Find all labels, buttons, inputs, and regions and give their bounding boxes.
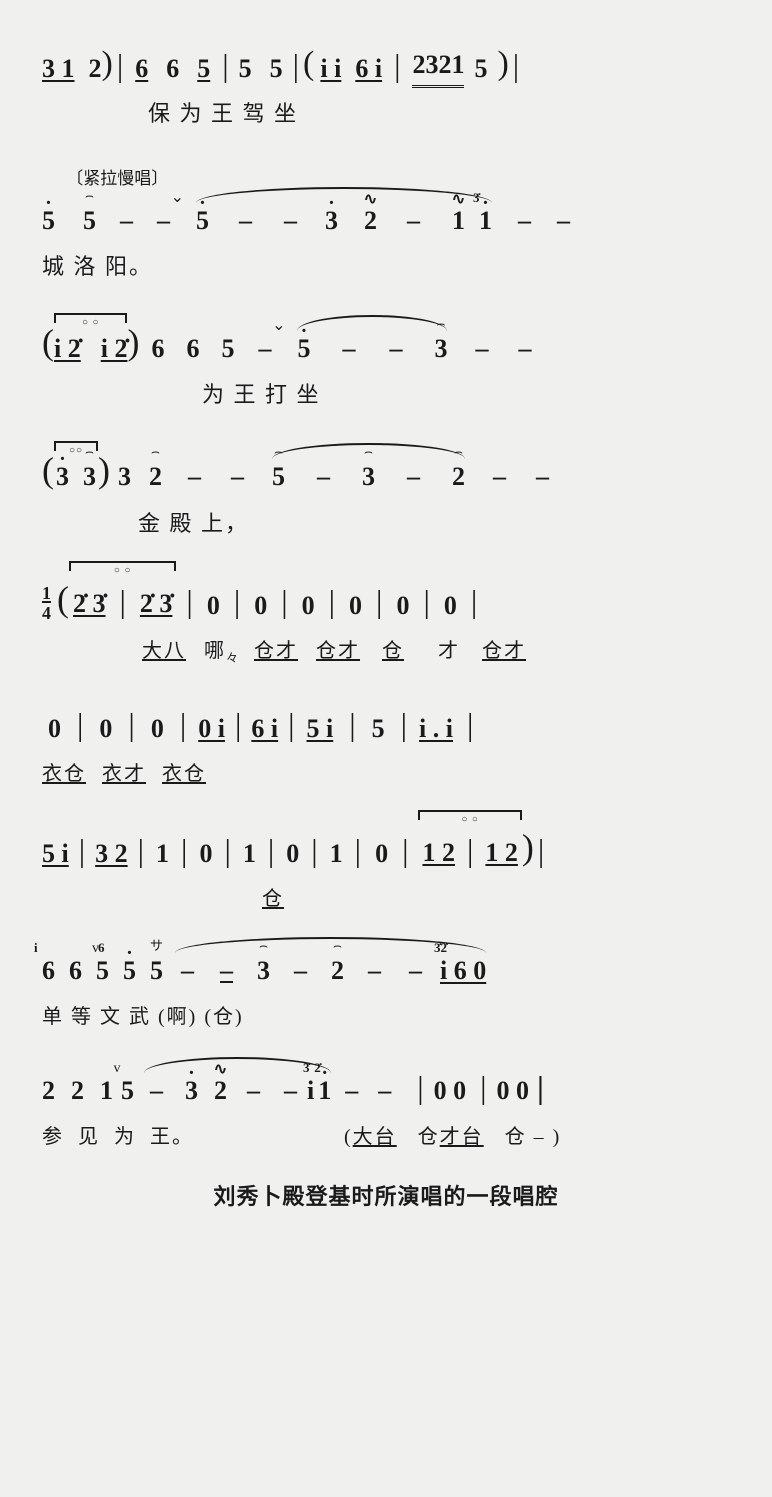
lyric-line-8: 单 等 文 武 (啊) (仓): [42, 1000, 730, 1029]
time-signature: 14: [42, 585, 51, 624]
score-line-8: i6 6 65 5 5 – – 3 – 2 – – 3̇2̇i 6 0: [42, 947, 730, 989]
score-line-9: 2 2 1 5 – 3 2 – – 3̇i 2̇1 – – | 0 0 | 0 …: [42, 1065, 730, 1110]
lyric-line-7: 仓: [42, 882, 730, 911]
lyric-line-6: 衣仓 衣才 衣仓: [42, 757, 730, 786]
score-line-1: 3 1 2 ) | 6 6 5 | 5 5 | ( i i 6 i | 2321…: [42, 40, 730, 88]
score-line-3: ( ○ ○ i 2̇ i 2̇ ) 6 6 5 – 5 – – 3 – –: [42, 317, 730, 367]
lyric-line-5: 大八 哪々 仓才 仓才 仓 才 仓才: [42, 634, 730, 666]
lyric-line-1: 保 为 王 驾 坐: [42, 96, 730, 128]
lyric-line-4: 金 殿 上，: [42, 506, 730, 538]
score-line-7: 5 i | 3 2 | 1 | 0 | 1 | 0 | 1 | 0 | ○ ○ …: [42, 822, 730, 872]
lyric-line-2: 城 洛 阳。: [42, 249, 730, 281]
score-line-6: 0 | 0 | 0 | 0 i | 6 i | 5 i | 5 | i . i …: [42, 702, 730, 747]
score-line-5: 14 ( ○ ○ 2̇ 3̇ | 2̇ 3̇ | 0 | 0 | 0 | 0 |…: [42, 574, 730, 624]
tempo-mark: 〔紧拉慢唱〕: [42, 164, 730, 189]
lyric-line-9: 参 见 为 王。 (大台 仓才台 仓 – ): [42, 1120, 730, 1149]
score-line-4: ( ○○ 3 3 ) 3 2 – – 5 – 3 – 2 – –: [42, 445, 730, 495]
lyric-line-3: 为 王 打 坐: [42, 377, 730, 409]
caption: 刘秀卜殿登基时所演唱的一段唱腔: [42, 1179, 730, 1211]
score-line-2: 5 5 – – 5 – – 3 2 – 1 3̇1 – –: [42, 197, 730, 239]
